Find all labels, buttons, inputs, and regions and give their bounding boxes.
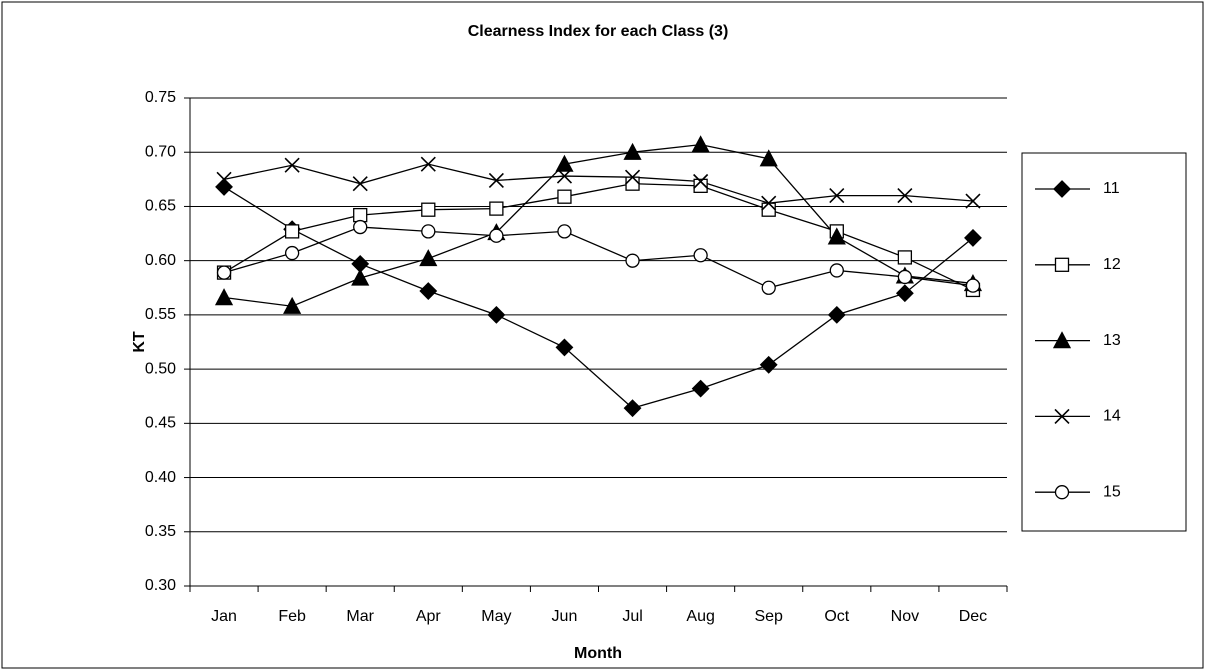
x-axis-label: Month bbox=[574, 645, 622, 662]
data-point bbox=[557, 189, 572, 204]
data-point bbox=[895, 284, 914, 303]
y-tick-label: 0.40 bbox=[145, 469, 176, 486]
data-point bbox=[691, 379, 710, 398]
data-point bbox=[693, 248, 708, 263]
data-point bbox=[965, 193, 981, 209]
data-point bbox=[761, 195, 777, 211]
data-point bbox=[419, 249, 438, 267]
data-point bbox=[693, 173, 709, 190]
chart-title: Clearness Index for each Class (3) bbox=[468, 23, 729, 40]
y-tick-label: 0.65 bbox=[145, 198, 176, 215]
legend-label: 12 bbox=[1103, 256, 1121, 273]
legend-label: 14 bbox=[1103, 408, 1121, 425]
legend-marker bbox=[1054, 408, 1070, 424]
data-point bbox=[897, 250, 913, 265]
series-line bbox=[223, 226, 974, 289]
data-point bbox=[284, 157, 300, 173]
data-point bbox=[624, 169, 641, 185]
x-tick-label: Aug bbox=[686, 608, 714, 625]
y-tick-label: 0.30 bbox=[145, 577, 176, 594]
data-point bbox=[421, 224, 436, 239]
data-point bbox=[487, 305, 506, 324]
data-point bbox=[623, 399, 642, 418]
data-point bbox=[216, 171, 232, 187]
data-point bbox=[693, 178, 708, 193]
series-line bbox=[223, 163, 974, 204]
data-point bbox=[353, 219, 368, 235]
x-tick-label: Mar bbox=[346, 608, 374, 625]
data-point bbox=[555, 338, 574, 357]
data-point bbox=[965, 278, 981, 293]
x-tick-label: Dec bbox=[959, 608, 987, 625]
data-point bbox=[625, 176, 640, 191]
x-tick-label: Apr bbox=[416, 608, 442, 625]
data-point bbox=[488, 172, 504, 188]
data-point bbox=[420, 156, 436, 172]
data-point bbox=[827, 305, 846, 324]
data-point bbox=[761, 202, 776, 217]
data-point bbox=[557, 224, 572, 239]
y-tick-label: 0.35 bbox=[145, 523, 176, 540]
data-point bbox=[556, 168, 573, 184]
data-point bbox=[489, 201, 504, 216]
x-tick-label: Oct bbox=[824, 608, 849, 625]
data-point bbox=[625, 253, 640, 268]
y-tick-label: 0.50 bbox=[145, 360, 176, 377]
legend-label: 15 bbox=[1103, 483, 1121, 500]
x-tick-label: May bbox=[481, 608, 511, 625]
data-point bbox=[827, 227, 846, 245]
x-tick-label: Feb bbox=[278, 608, 306, 625]
data-point bbox=[419, 282, 438, 300]
data-point bbox=[351, 268, 370, 286]
data-point bbox=[216, 265, 232, 280]
legend-marker bbox=[1054, 257, 1070, 272]
data-point bbox=[283, 296, 302, 314]
data-point bbox=[214, 288, 234, 306]
data-point bbox=[829, 263, 844, 278]
x-tick-label: Jul bbox=[622, 608, 642, 625]
data-point bbox=[353, 207, 368, 223]
legend-marker bbox=[1054, 485, 1070, 500]
x-tick-label: Nov bbox=[891, 608, 919, 625]
y-tick-label: 0.55 bbox=[145, 306, 176, 323]
data-point bbox=[759, 355, 778, 374]
series-line bbox=[223, 183, 974, 291]
series-line bbox=[223, 143, 974, 307]
data-point bbox=[421, 202, 436, 217]
data-point bbox=[691, 135, 710, 153]
series-line bbox=[223, 186, 974, 409]
y-tick-label: 0.70 bbox=[145, 143, 176, 160]
x-tick-label: Sep bbox=[754, 608, 783, 625]
y-tick-label: 0.45 bbox=[145, 415, 176, 432]
data-point bbox=[555, 154, 574, 172]
legend-box bbox=[1021, 152, 1187, 532]
y-tick-label: 0.75 bbox=[145, 89, 176, 106]
data-point bbox=[284, 245, 300, 261]
x-tick-label: Jan bbox=[211, 608, 237, 625]
legend-label: 13 bbox=[1103, 332, 1121, 349]
legend-label: 11 bbox=[1103, 180, 1120, 197]
y-tick-label: 0.60 bbox=[145, 252, 176, 269]
data-point bbox=[829, 188, 845, 204]
data-point bbox=[284, 224, 300, 239]
legend-marker bbox=[1053, 180, 1071, 198]
data-point bbox=[759, 149, 778, 167]
data-point bbox=[489, 228, 504, 243]
y-axis-label: KT bbox=[131, 331, 148, 353]
x-tick-label: Jun bbox=[552, 608, 578, 625]
data-point bbox=[897, 188, 913, 204]
data-point bbox=[897, 269, 913, 285]
data-point bbox=[352, 176, 368, 192]
data-point bbox=[964, 228, 982, 247]
data-point bbox=[761, 280, 776, 295]
data-point bbox=[623, 142, 642, 160]
legend-marker bbox=[1052, 331, 1072, 349]
